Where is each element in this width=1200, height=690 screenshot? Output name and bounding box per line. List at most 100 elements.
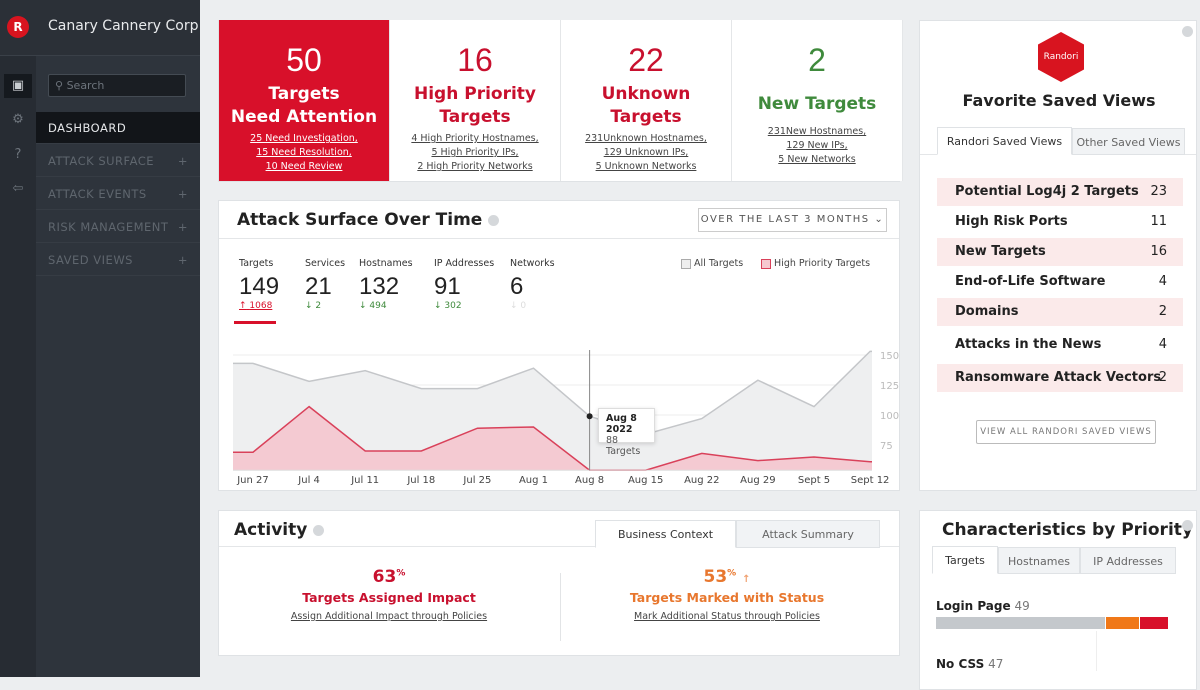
x-tick-label: Aug 1 — [519, 475, 548, 486]
priority-bar-segment[interactable] — [1140, 617, 1168, 629]
tab-business-context[interactable]: Business Context — [595, 520, 736, 548]
y-tick-label: 75 — [880, 441, 893, 452]
search-icon: ⚲ — [55, 79, 67, 92]
sidebar-item-attack-surface[interactable]: ATTACK SURFACE+ — [36, 145, 200, 177]
arrow-up-icon: ↑ — [239, 301, 247, 311]
card-link[interactable]: 129 Unknown IPs, — [561, 147, 731, 159]
tab-ip-addresses[interactable]: IP Addresses — [1080, 547, 1176, 574]
view-all-saved-views-button[interactable]: VIEW ALL RANDORI SAVED VIEWS — [976, 420, 1156, 444]
card-link[interactable]: 15 Need Resolution, — [219, 147, 389, 159]
search-input[interactable]: ⚲ Search — [48, 74, 186, 97]
arrow-up-icon: ↑ — [742, 574, 750, 585]
layout-icon[interactable]: ▣ — [4, 74, 32, 98]
chart-tooltip: Aug 8 2022 88 Targets — [598, 408, 655, 443]
info-icon[interactable] — [1182, 520, 1193, 531]
chevron-down-icon: ⌄ — [874, 214, 884, 225]
card-link[interactable]: 231New Hostnames, — [732, 126, 902, 138]
randori-logo[interactable]: R — [7, 16, 29, 38]
card-link[interactable]: 25 Need Investigation, — [219, 133, 389, 145]
sidebar-header: R Canary Cannery Corp — [0, 0, 200, 56]
gear-icon[interactable]: ⚙ — [4, 108, 32, 132]
legend-all-targets[interactable]: All Targets — [681, 258, 743, 269]
plus-icon: + — [178, 145, 188, 177]
info-icon[interactable] — [1182, 26, 1193, 37]
panel-title: Favorite Saved Views — [920, 91, 1198, 110]
panel-title: Characteristics by Priority — [942, 520, 1193, 540]
icon-rail — [0, 0, 36, 677]
x-tick-label: Aug 15 — [628, 475, 663, 486]
attack-surface-panel: Attack Surface Over Time OVER THE LAST 3… — [218, 200, 900, 491]
company-name[interactable]: Canary Cannery Corp — [48, 18, 199, 34]
sidebar — [36, 0, 200, 677]
summary-card[interactable]: 2 New Targets 231New Hostnames,129 New I… — [732, 20, 903, 181]
logout-icon[interactable]: ⇦ — [4, 177, 32, 201]
selected-stat-indicator — [234, 321, 276, 324]
priority-bar[interactable] — [936, 617, 1169, 629]
arrow-down-icon: ↓ — [359, 301, 367, 311]
card-link[interactable]: 4 High Priority Hostnames, — [390, 133, 560, 145]
x-tick-label: Aug 22 — [684, 475, 719, 486]
tab-other-saved-views[interactable]: Other Saved Views — [1072, 128, 1185, 155]
help-icon[interactable]: ? — [4, 143, 32, 167]
priority-bar-segment[interactable] — [936, 617, 1105, 629]
plus-icon: + — [178, 244, 188, 276]
x-tick-label: Jul 11 — [350, 475, 379, 486]
time-range-dropdown[interactable]: OVER THE LAST 3 MONTHS ⌄ — [698, 208, 887, 232]
tab-attack-summary[interactable]: Attack Summary — [736, 520, 880, 548]
y-tick-label: 125 — [880, 381, 899, 392]
card-link[interactable]: 10 Need Review — [219, 161, 389, 173]
card-link[interactable]: 5 Unknown Networks — [561, 161, 731, 173]
characteristics-panel: Characteristics by Priority Targets Host… — [919, 510, 1197, 690]
info-icon[interactable] — [313, 525, 324, 536]
activity-panel: Activity Business Context Attack Summary… — [218, 510, 900, 656]
x-tick-label: Aug 29 — [740, 475, 775, 486]
y-tick-label: 150 — [880, 351, 899, 362]
randori-logo: Randori — [1038, 32, 1084, 82]
card-link[interactable]: 5 New Networks — [732, 154, 902, 166]
x-tick-label: Jun 27 — [236, 475, 269, 486]
y-tick-label: 100 — [880, 411, 899, 422]
mark-status-link[interactable]: Mark Additional Status through Policies — [597, 611, 857, 622]
sidebar-item-dashboard[interactable]: DASHBOARD — [36, 112, 200, 144]
tab-randori-saved-views[interactable]: Randori Saved Views — [937, 127, 1072, 155]
legend-high-priority[interactable]: High Priority Targets — [761, 258, 870, 269]
characteristic-no-css[interactable]: No CSS 47 — [936, 657, 1003, 671]
x-tick-label: Aug 8 — [575, 475, 604, 486]
x-tick-label: Jul 25 — [462, 475, 491, 486]
card-link[interactable]: 2 High Priority Networks — [390, 161, 560, 173]
characteristic-login-page[interactable]: Login Page 49 — [936, 599, 1030, 613]
sidebar-item-saved-views[interactable]: SAVED VIEWS+ — [36, 244, 200, 276]
arrow-down-icon: ↓ — [434, 301, 442, 311]
plus-icon: + — [178, 211, 188, 243]
sidebar-item-attack-events[interactable]: ATTACK EVENTS+ — [36, 178, 200, 210]
card-link[interactable]: 5 High Priority IPs, — [390, 147, 560, 159]
tab-targets[interactable]: Targets — [932, 546, 998, 574]
assign-impact-link[interactable]: Assign Additional Impact through Policie… — [259, 611, 519, 622]
priority-bar-segment[interactable] — [1106, 617, 1139, 629]
card-link[interactable]: 129 New IPs, — [732, 140, 902, 152]
arrow-down-icon: ↓ — [510, 301, 518, 311]
info-icon[interactable] — [488, 215, 499, 226]
sidebar-item-risk-management[interactable]: RISK MANAGEMENT+ — [36, 211, 200, 243]
panel-title: Attack Surface Over Time — [237, 210, 499, 230]
card-link[interactable]: 231Unknown Hostnames, — [561, 133, 731, 145]
x-tick-label: Sept 12 — [851, 475, 890, 486]
x-tick-label: Jul 18 — [406, 475, 435, 486]
tab-hostnames[interactable]: Hostnames — [998, 547, 1080, 574]
